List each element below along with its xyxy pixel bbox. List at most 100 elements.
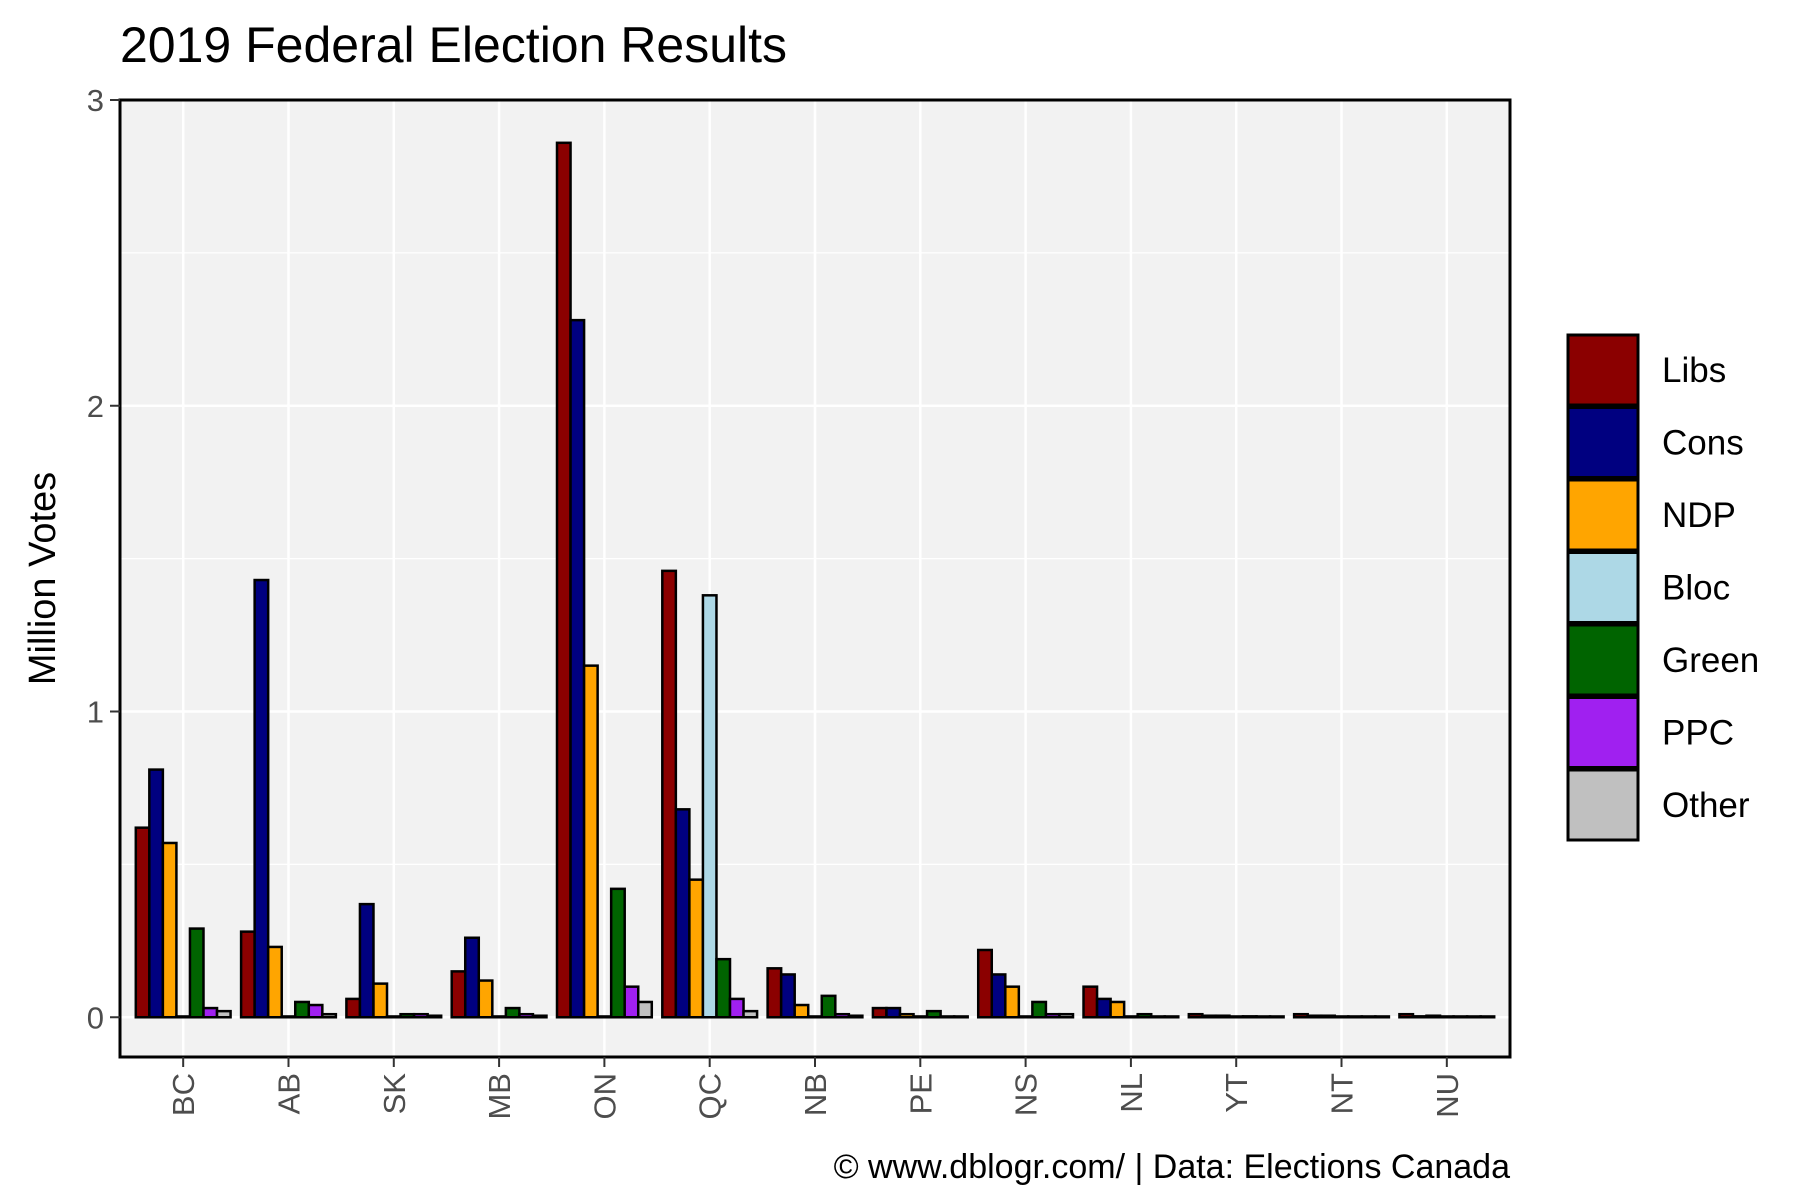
bar-on-cons [569, 318, 586, 1019]
bar-nu-other [1479, 1015, 1496, 1019]
bar-qc-ndp [688, 878, 705, 1019]
bar-sk-bloc [385, 1015, 402, 1019]
bar-nt-ndp [1319, 1014, 1336, 1019]
bar-ns-ppc [1044, 1012, 1061, 1019]
bar-pe-bloc [912, 1015, 929, 1019]
bar-yt-other [1268, 1015, 1285, 1019]
bar-nb-bloc [806, 1015, 824, 1019]
y-tick-label: 1 [87, 695, 104, 730]
y-tick-label: 3 [87, 83, 104, 118]
legend-key-bloc [1566, 551, 1640, 624]
bar-nu-libs [1398, 1012, 1415, 1019]
bar-mb-cons [463, 936, 481, 1019]
bar-pe-green [925, 1009, 942, 1019]
chart-caption: © www.dblogr.com/ | Data: Elections Cana… [834, 1148, 1511, 1186]
bar-ab-green [294, 1000, 311, 1019]
bar-sk-libs [345, 997, 362, 1019]
y-tick-label: 2 [87, 389, 104, 424]
legend: Libs Cons NDP Bloc Green PPC Other [1566, 333, 1759, 842]
bar-nb-green [820, 994, 837, 1019]
bar-nb-libs [766, 967, 783, 1019]
y-axis-title: Million Votes [22, 472, 64, 685]
bar-ns-libs [976, 948, 994, 1019]
legend-label-cons: Cons [1662, 424, 1744, 463]
bar-pe-ppc [939, 1015, 956, 1019]
bar-nb-cons [779, 973, 796, 1019]
legend-label-ppc: PPC [1662, 714, 1734, 753]
bar-yt-ndp [1214, 1014, 1231, 1019]
bar-ns-green [1031, 1000, 1048, 1019]
bar-qc-green [715, 957, 732, 1019]
legend-label-green: Green [1662, 641, 1759, 680]
x-tick-label-nb: NB [798, 1073, 833, 1116]
bar-bc-other [215, 1009, 232, 1019]
bar-on-bloc [596, 1015, 613, 1019]
bar-sk-ndp [372, 982, 389, 1019]
bar-sk-other [426, 1014, 443, 1019]
bar-on-ndp [582, 664, 599, 1019]
bar-ab-other [321, 1012, 338, 1019]
bar-nt-bloc [1333, 1015, 1350, 1019]
x-tick-label-mb: MB [482, 1073, 517, 1120]
bar-nl-green [1136, 1012, 1153, 1019]
bar-mb-other [531, 1014, 548, 1019]
legend-key-cons [1566, 406, 1640, 479]
x-tick-label-on: ON [587, 1073, 622, 1120]
bar-qc-libs [661, 569, 678, 1019]
bar-nl-ppc [1149, 1015, 1167, 1019]
bar-nb-other [847, 1014, 864, 1019]
bar-mb-libs [450, 970, 467, 1019]
x-tick-label-bc: BC [166, 1073, 201, 1116]
bar-on-other [636, 1000, 654, 1019]
bar-sk-ppc [412, 1012, 429, 1019]
bar-ns-ndp [1004, 985, 1021, 1019]
bar-pe-libs [871, 1006, 888, 1019]
bar-ab-cons [253, 578, 270, 1019]
bar-yt-green [1241, 1015, 1258, 1019]
bar-yt-ppc [1255, 1015, 1272, 1019]
x-tick-label-pe: PE [903, 1073, 938, 1114]
legend-label-ndp: NDP [1662, 496, 1736, 535]
legend-label-libs: Libs [1662, 351, 1726, 390]
bar-nl-libs [1082, 985, 1099, 1019]
legend-label-bloc: Bloc [1662, 569, 1730, 608]
bar-nu-ndp [1425, 1014, 1442, 1019]
bar-ns-cons [990, 973, 1007, 1019]
bar-nt-libs [1292, 1012, 1309, 1019]
plot-panel [118, 98, 1512, 1059]
bar-qc-bloc [701, 594, 718, 1019]
x-tick-label-nt: NT [1325, 1073, 1360, 1114]
legend-key-other [1566, 768, 1640, 842]
bar-bc-bloc [175, 1015, 192, 1019]
x-tick-label-nu: NU [1430, 1073, 1465, 1118]
bar-mb-bloc [491, 1015, 508, 1019]
bar-qc-cons [674, 808, 691, 1019]
bar-bc-ndp [161, 841, 178, 1019]
bar-mb-ndp [477, 979, 494, 1019]
bar-yt-libs [1187, 1012, 1204, 1019]
bar-qc-ppc [728, 997, 745, 1019]
bar-on-ppc [623, 985, 640, 1019]
bar-nt-ppc [1360, 1015, 1377, 1019]
bar-yt-bloc [1228, 1015, 1245, 1019]
bar-ab-ndp [266, 945, 283, 1019]
bar-ns-other [1058, 1012, 1075, 1019]
bar-nu-cons [1411, 1015, 1428, 1019]
bar-nt-green [1347, 1015, 1364, 1019]
bar-ab-bloc [280, 1015, 297, 1019]
bar-nu-green [1452, 1015, 1469, 1019]
legend-key-ndp [1566, 478, 1640, 552]
bar-nl-cons [1095, 997, 1112, 1019]
x-tick-label-nl: NL [1114, 1073, 1149, 1113]
legend-key-ppc [1566, 696, 1640, 769]
bar-nl-bloc [1122, 1015, 1139, 1019]
bar-nl-ndp [1109, 1000, 1126, 1019]
chart-title: 2019 Federal Election Results [120, 17, 787, 73]
bar-on-libs [555, 141, 572, 1019]
bar-nt-other [1374, 1015, 1391, 1019]
bar-nl-other [1163, 1015, 1180, 1019]
bar-nu-ppc [1465, 1015, 1482, 1019]
bar-nu-bloc [1438, 1015, 1455, 1019]
